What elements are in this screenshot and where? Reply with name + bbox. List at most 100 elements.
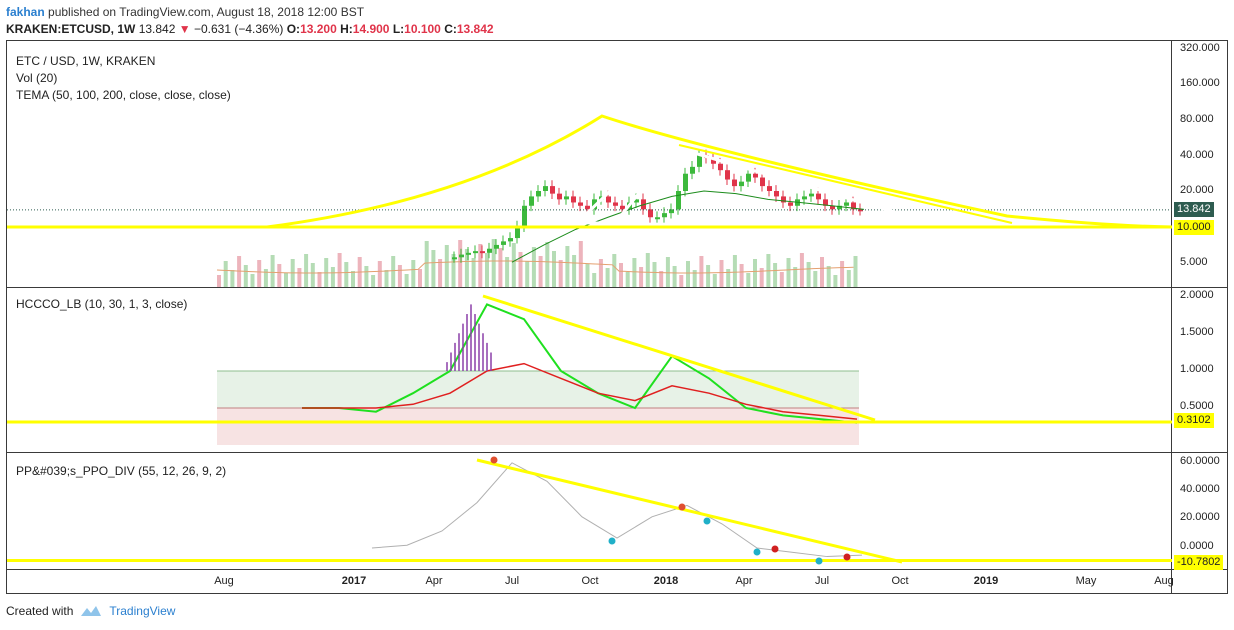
candle-body — [480, 251, 485, 254]
down-arrow-icon: ▼ — [178, 22, 191, 36]
volume-bar — [485, 253, 489, 287]
volume-bar — [344, 262, 349, 287]
ppo-tick: 40.0000 — [1180, 483, 1220, 495]
volume-bar — [230, 270, 235, 287]
candle-body — [858, 209, 863, 212]
candle-body — [515, 226, 520, 239]
candle-body — [459, 254, 464, 258]
volume-bar — [545, 242, 550, 287]
time-tick: 2018 — [653, 575, 679, 587]
published-text: published on TradingView.com, August 18,… — [48, 5, 365, 19]
volume-bar — [471, 258, 476, 287]
volume-bar — [779, 272, 784, 287]
volume-legend[interactable]: Vol (20) — [16, 71, 58, 85]
volume-bar — [833, 275, 838, 287]
candle-body — [662, 213, 667, 218]
main-series-legend[interactable]: ETC / USD, 1W, KRAKEN — [16, 54, 156, 68]
volume-bar — [538, 256, 543, 287]
candle-body — [634, 199, 639, 203]
candle-body — [571, 196, 576, 203]
volume-bar — [692, 270, 697, 287]
volume-bar — [619, 263, 623, 287]
candle-body — [620, 205, 625, 210]
volume-bar — [438, 259, 443, 287]
volume-bar — [223, 261, 228, 287]
symbol-label: KRAKEN:ETCUSD, 1W — [6, 22, 136, 36]
hccco-legend[interactable]: HCCCO_LB (10, 30, 1, 3, close) — [16, 297, 188, 311]
volume-bar — [404, 274, 409, 287]
time-tick: Aug — [1154, 575, 1174, 587]
candle-body — [823, 199, 828, 206]
volume-ma-line — [216, 260, 854, 274]
ppo-trendline — [476, 458, 903, 564]
tema-legend[interactable]: TEMA (50, 100, 200, close, close, close) — [16, 88, 231, 102]
oscillator-tick: 1.5000 — [1180, 326, 1214, 338]
pane-separator[interactable] — [6, 287, 1228, 288]
candle-body — [494, 244, 499, 249]
time-axis-separator — [6, 569, 1228, 570]
low-value: 10.100 — [404, 22, 441, 36]
volume-bar — [371, 275, 376, 287]
volume-bar — [806, 262, 811, 287]
volume-bar — [424, 241, 429, 287]
volume-bar — [639, 267, 644, 287]
volume-bar — [853, 256, 858, 287]
volume-bar — [652, 262, 657, 287]
volume-bar — [645, 253, 650, 287]
volume-bar — [377, 261, 382, 287]
time-tick: May — [1075, 575, 1097, 587]
volume-bar — [820, 257, 824, 287]
chart-area[interactable] — [6, 40, 1173, 595]
oscillator-tick: 2.0000 — [1180, 289, 1214, 301]
ppo-legend[interactable]: PP&#039;s_PPO_DIV (55, 12, 26, 9, 2) — [16, 464, 227, 478]
ppo-line — [371, 462, 863, 558]
volume-bar — [217, 275, 221, 287]
falling-trendline — [676, 146, 933, 225]
chart-canvas[interactable] — [7, 41, 1173, 595]
tradingview-brand-link[interactable]: TradingView — [109, 604, 176, 618]
open-label: O: — [286, 22, 301, 36]
candle-body — [830, 205, 835, 210]
candle-body — [739, 181, 744, 187]
candle-body — [466, 252, 471, 255]
volume-bar — [391, 256, 396, 287]
candle-body — [585, 205, 590, 210]
close-value: 13.842 — [456, 22, 494, 36]
price-tick: 80.000 — [1180, 113, 1214, 125]
volume-bar — [418, 269, 422, 287]
candle-body — [557, 193, 562, 200]
author-link[interactable]: fakhan — [6, 5, 45, 19]
candle-body — [473, 251, 478, 254]
hccco-fast-line — [302, 303, 858, 424]
candle-body — [718, 163, 723, 171]
created-with-label: Created with — [6, 604, 74, 618]
divergence-marker — [753, 548, 761, 556]
volume-bar — [411, 260, 416, 287]
time-tick: Oct — [891, 575, 909, 587]
volume-bar — [364, 266, 369, 287]
volume-bar — [558, 260, 563, 287]
time-tick: Aug — [214, 575, 234, 587]
divergence-marker — [843, 553, 851, 561]
support-level-tag: 10.000 — [1174, 220, 1214, 235]
candle-body — [536, 191, 541, 197]
ppo-tick: 0.0000 — [1180, 540, 1214, 552]
price-tick: 160.000 — [1180, 77, 1220, 89]
volume-bar — [699, 256, 704, 287]
volume-bar — [531, 247, 536, 287]
candle-body — [697, 155, 702, 167]
time-tick: Jul — [504, 575, 520, 587]
volume-bar — [337, 253, 342, 287]
candle-body — [816, 193, 821, 200]
volume-bar — [304, 254, 309, 287]
candle-body — [760, 177, 765, 187]
price-axis[interactable] — [1172, 40, 1228, 594]
volume-bar — [719, 260, 724, 287]
pane-separator[interactable] — [6, 452, 1228, 453]
candle-body — [452, 257, 457, 260]
volume-bar — [632, 258, 637, 287]
volume-bar — [310, 263, 315, 287]
candle-body — [725, 170, 730, 180]
candle-body — [837, 205, 842, 210]
candle-body — [564, 196, 569, 200]
